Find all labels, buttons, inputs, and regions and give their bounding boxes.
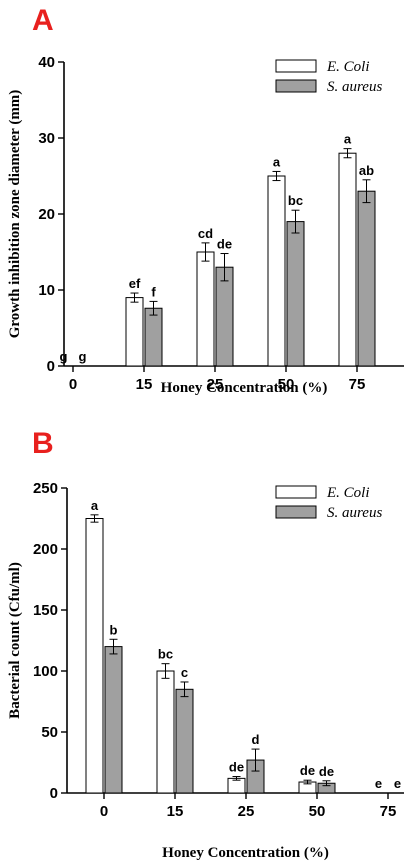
x-tick-label: 25 xyxy=(207,376,224,393)
significance-label: de xyxy=(229,760,244,775)
bar xyxy=(85,518,104,794)
significance-label: g xyxy=(60,349,68,364)
significance-label: bc xyxy=(158,647,173,662)
y-tick-label: 30 xyxy=(38,130,55,147)
y-tick-label: 100 xyxy=(33,663,58,680)
x-tick-label: 75 xyxy=(380,803,397,820)
x-axis-title: Honey Concentration (%) xyxy=(161,380,328,396)
x-tick-label: 75 xyxy=(349,376,366,393)
bar xyxy=(357,190,376,367)
y-tick-label: 150 xyxy=(33,602,58,619)
legend-swatch xyxy=(275,505,317,519)
x-tick-label: 50 xyxy=(278,376,295,393)
bar xyxy=(175,688,194,794)
bar xyxy=(286,221,305,367)
bar xyxy=(215,266,234,367)
y-tick-label: 0 xyxy=(50,785,58,802)
x-tick-label: 50 xyxy=(309,803,326,820)
legend-swatch xyxy=(275,59,317,73)
significance-label: d xyxy=(252,732,260,747)
significance-label: f xyxy=(151,284,156,299)
significance-label: a xyxy=(273,154,281,169)
panel-letter-b: B xyxy=(32,427,54,460)
x-tick-label: 15 xyxy=(136,376,153,393)
y-tick-label: 50 xyxy=(41,724,58,741)
significance-label: ef xyxy=(129,276,141,291)
significance-label: b xyxy=(110,622,118,637)
legend-swatch xyxy=(275,79,317,93)
significance-label: e xyxy=(394,776,401,791)
x-tick-label: 15 xyxy=(167,803,184,820)
legend-label: S. aureus xyxy=(327,79,382,95)
bar xyxy=(125,297,144,367)
bar xyxy=(196,251,215,367)
bar xyxy=(144,307,163,367)
y-tick-label: 20 xyxy=(38,206,55,223)
x-axis-title: Honey Concentration (%) xyxy=(162,845,329,861)
significance-label: g xyxy=(79,349,87,364)
significance-label: a xyxy=(344,132,352,147)
panel-a: A 0 10 20 30 40 0 15 25 50 75 g ef cd a a g f de bc ab Honey… xyxy=(7,4,404,396)
bar xyxy=(156,670,175,794)
significance-label: a xyxy=(91,498,99,513)
significance-label: bc xyxy=(288,193,303,208)
legend-swatch xyxy=(275,485,317,499)
y-axis-title: Growth inhibition zone diameter (mm) xyxy=(7,90,23,339)
x-tick-label: 0 xyxy=(69,376,77,393)
legend-label: E. Coli xyxy=(326,485,370,501)
legend-label: S. aureus xyxy=(327,505,382,521)
bar xyxy=(267,175,286,367)
x-tick-label: 0 xyxy=(100,803,108,820)
bar xyxy=(338,152,357,367)
legend-label: E. Coli xyxy=(326,59,370,75)
significance-label: de xyxy=(300,763,315,778)
significance-label: cd xyxy=(198,226,213,241)
y-tick-label: 40 xyxy=(38,54,55,71)
plot-area-a: 0 10 20 30 40 0 15 25 50 75 g ef cd a a g f de bc ab Honey C… xyxy=(7,54,404,396)
y-tick-label: 250 xyxy=(33,480,58,497)
y-tick-label: 10 xyxy=(38,282,55,299)
significance-label: e xyxy=(375,776,382,791)
significance-label: de xyxy=(319,764,334,779)
bar xyxy=(104,646,123,794)
significance-label: c xyxy=(181,665,188,680)
y-tick-label: 200 xyxy=(33,541,58,558)
significance-label: ab xyxy=(359,163,374,178)
y-tick-label: 0 xyxy=(47,358,55,375)
x-tick-label: 25 xyxy=(238,803,255,820)
panel-letter-a: A xyxy=(32,4,54,37)
y-axis-title: Bacterial count (Cfu/ml) xyxy=(7,562,23,719)
significance-label: de xyxy=(217,237,232,252)
